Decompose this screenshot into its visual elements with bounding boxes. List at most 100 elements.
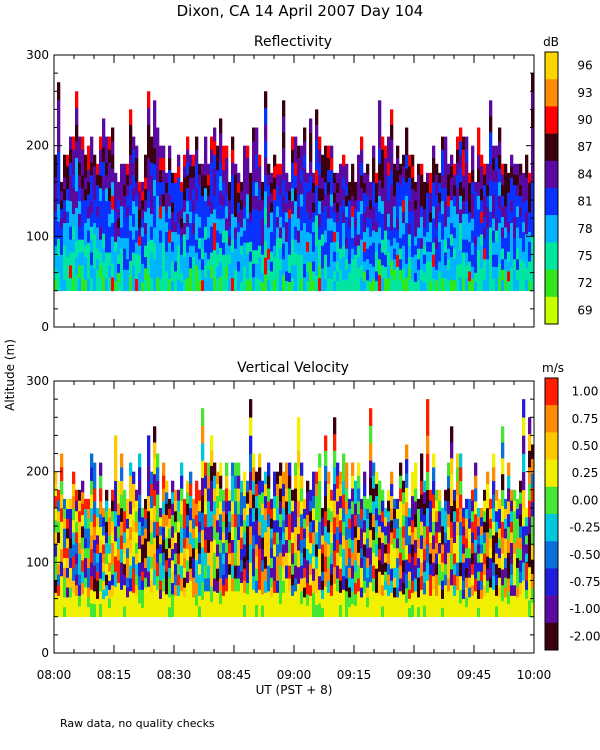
field-cell [279, 603, 283, 618]
field-cell [459, 181, 463, 196]
field-cell [489, 606, 493, 618]
field-cell [459, 480, 463, 495]
field-cell [267, 591, 271, 605]
field-cell [357, 200, 361, 212]
field-cell [507, 552, 511, 566]
field-cell [453, 563, 457, 575]
field-cell [411, 592, 415, 605]
field-cell [237, 488, 241, 502]
field-cell [189, 188, 193, 201]
field-cell [129, 552, 133, 566]
field-cell [522, 172, 526, 183]
field-cell [483, 269, 487, 281]
field-cell [414, 263, 418, 273]
field-cell [429, 192, 433, 203]
field-cell [456, 175, 460, 189]
field-cell [465, 265, 469, 279]
field-cell [276, 580, 280, 593]
field-cell [270, 606, 274, 618]
field-cell [489, 116, 493, 133]
field-cell [180, 513, 184, 528]
field-cell [246, 605, 250, 618]
field-cell [510, 268, 514, 280]
field-cell [318, 507, 322, 522]
field-cell [495, 606, 499, 618]
field-cell [264, 483, 268, 497]
field-cell [99, 475, 103, 489]
field-cell [108, 200, 112, 214]
field-cell [501, 442, 505, 459]
field-cell [474, 218, 478, 228]
field-cell [330, 254, 334, 267]
field-cell [273, 222, 277, 235]
field-cell [309, 510, 313, 522]
field-cell [402, 514, 406, 527]
field-cell [342, 548, 346, 563]
field-cell [123, 195, 127, 207]
field-cell [192, 557, 196, 568]
field-cell [309, 175, 313, 191]
field-cell [72, 162, 76, 176]
field-cell [108, 562, 112, 572]
field-cell [105, 162, 109, 176]
field-cell [63, 518, 67, 529]
field-cell [63, 211, 67, 224]
field-cell [243, 230, 247, 243]
field-cell [168, 587, 172, 598]
field-cell [183, 177, 187, 190]
field-cell [279, 174, 283, 186]
field-cell [258, 279, 262, 292]
field-cell [516, 597, 520, 608]
field-cell [69, 606, 73, 618]
field-cell [525, 200, 529, 212]
field-cell [105, 226, 109, 240]
field-cell [288, 181, 292, 192]
field-cell [153, 116, 157, 133]
field-cell [312, 592, 316, 605]
field-cell [510, 489, 514, 501]
field-cell [513, 237, 517, 249]
field-cell [324, 254, 328, 267]
field-cell [351, 565, 355, 579]
field-cell [285, 501, 289, 515]
field-cell [285, 591, 289, 605]
field-cell [270, 547, 274, 559]
field-cell [147, 495, 151, 512]
field-cell [60, 535, 64, 550]
field-cell [429, 202, 433, 213]
field-cell [411, 279, 415, 292]
field-cell [465, 518, 469, 529]
field-cell [183, 256, 187, 269]
field-cell [135, 553, 139, 565]
field-cell [429, 261, 433, 272]
field-cell [429, 585, 433, 596]
field-cell [330, 230, 334, 243]
field-cell [162, 565, 166, 579]
field-cell [84, 154, 88, 167]
field-cell [423, 605, 427, 618]
field-cell [114, 280, 118, 292]
field-cell [351, 501, 355, 515]
field-cell [447, 603, 451, 618]
field-cell [108, 252, 112, 266]
field-cell [384, 278, 388, 292]
field-cell [447, 539, 451, 553]
field-cell [315, 124, 319, 140]
field-cell [474, 565, 478, 579]
field-cell [432, 278, 436, 292]
field-cell [321, 607, 325, 618]
field-cell [369, 191, 373, 201]
field-cell [141, 562, 145, 572]
field-cell [357, 552, 361, 566]
field-cell [129, 488, 133, 502]
field-cell [444, 226, 448, 240]
field-cell [357, 154, 361, 167]
field-cell [111, 263, 115, 278]
field-cell [483, 500, 487, 512]
field-cell [318, 136, 322, 150]
field-cell [330, 595, 334, 607]
field-cell [462, 265, 466, 279]
field-cell [384, 535, 388, 545]
field-cell [468, 231, 472, 242]
field-cell [267, 462, 271, 476]
